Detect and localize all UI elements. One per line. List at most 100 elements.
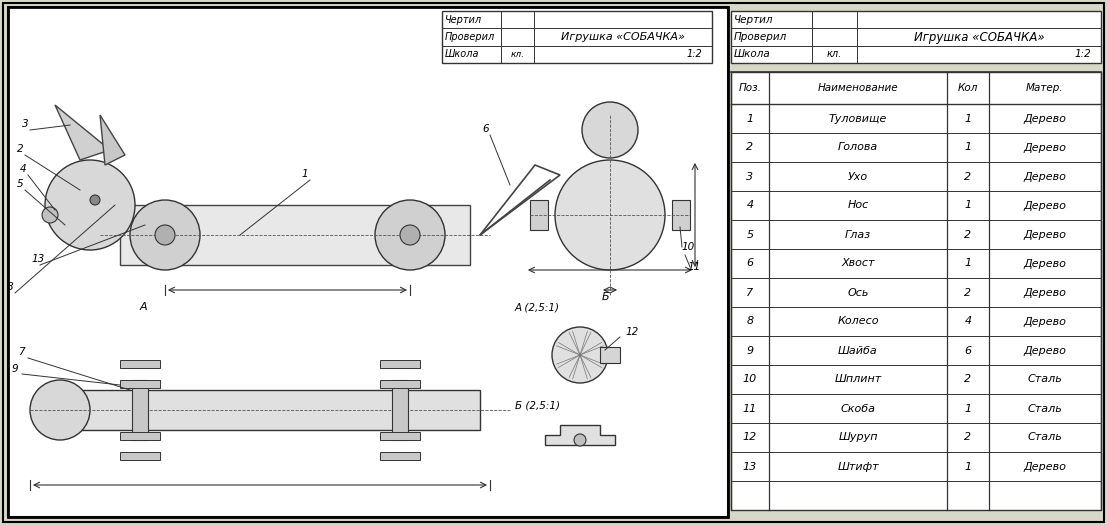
Bar xyxy=(120,452,161,460)
Text: 1: 1 xyxy=(746,113,754,123)
Text: 1: 1 xyxy=(964,404,972,414)
Text: 1:2: 1:2 xyxy=(686,49,702,59)
Bar xyxy=(442,11,712,63)
Text: 9: 9 xyxy=(12,364,19,374)
Bar xyxy=(380,452,420,460)
Text: 11: 11 xyxy=(687,262,701,272)
Circle shape xyxy=(552,327,608,383)
Circle shape xyxy=(42,207,58,223)
Text: Дерево: Дерево xyxy=(1024,288,1066,298)
Text: 1: 1 xyxy=(964,201,972,211)
Bar xyxy=(8,7,728,517)
Text: Дерево: Дерево xyxy=(1024,113,1066,123)
Text: 6: 6 xyxy=(482,124,488,134)
Bar xyxy=(120,432,161,440)
Bar xyxy=(380,432,420,440)
Text: 5: 5 xyxy=(17,179,23,189)
Text: Ухо: Ухо xyxy=(848,172,868,182)
Text: Шайба: Шайба xyxy=(838,345,878,355)
Circle shape xyxy=(582,102,638,158)
Text: Наименование: Наименование xyxy=(818,83,898,93)
Text: Дерево: Дерево xyxy=(1024,229,1066,239)
Text: Скоба: Скоба xyxy=(840,404,876,414)
Text: 1: 1 xyxy=(964,142,972,152)
Text: 11: 11 xyxy=(743,404,757,414)
Text: 4: 4 xyxy=(964,317,972,327)
Text: Игрушка «СОБАЧКА»: Игрушка «СОБАЧКА» xyxy=(913,30,1044,44)
Text: А: А xyxy=(139,302,147,312)
Text: 2: 2 xyxy=(964,433,972,443)
Circle shape xyxy=(155,225,175,245)
Text: Шплинт: Шплинт xyxy=(835,374,881,384)
Text: 12: 12 xyxy=(743,433,757,443)
Bar xyxy=(120,380,161,388)
Circle shape xyxy=(575,434,586,446)
Text: 2: 2 xyxy=(964,172,972,182)
Text: 7: 7 xyxy=(746,288,754,298)
Text: Кол: Кол xyxy=(958,83,979,93)
Text: 3: 3 xyxy=(746,172,754,182)
Circle shape xyxy=(555,160,665,270)
Text: Дерево: Дерево xyxy=(1024,258,1066,268)
Text: Нос: Нос xyxy=(847,201,869,211)
Bar xyxy=(672,200,690,230)
Circle shape xyxy=(45,160,135,250)
Polygon shape xyxy=(100,115,125,165)
Text: Проверил: Проверил xyxy=(445,32,495,42)
Bar xyxy=(380,360,420,368)
Text: Б (2,5:1): Б (2,5:1) xyxy=(515,400,560,410)
Text: Поз.: Поз. xyxy=(738,83,762,93)
Bar xyxy=(392,380,408,440)
Bar xyxy=(530,200,548,230)
Bar xyxy=(120,205,470,265)
Text: Дерево: Дерево xyxy=(1024,142,1066,153)
Text: Ось: Ось xyxy=(847,288,869,298)
Text: 13: 13 xyxy=(32,254,45,264)
Bar xyxy=(132,380,148,440)
Text: А (2,5:1): А (2,5:1) xyxy=(515,302,560,312)
Bar xyxy=(731,72,1101,510)
Text: Колесо: Колесо xyxy=(837,317,879,327)
Text: Чертил: Чертил xyxy=(445,15,483,25)
Text: Сталь: Сталь xyxy=(1027,404,1063,414)
Text: 2: 2 xyxy=(964,374,972,384)
Bar xyxy=(120,360,161,368)
Text: 2: 2 xyxy=(746,142,754,152)
Text: Туловище: Туловище xyxy=(829,113,887,123)
Text: Чертил: Чертил xyxy=(734,15,774,25)
Text: 1: 1 xyxy=(302,169,309,179)
Text: Глаз: Глаз xyxy=(845,229,871,239)
Text: 6: 6 xyxy=(964,345,972,355)
Text: 1: 1 xyxy=(964,461,972,471)
Circle shape xyxy=(30,380,90,440)
Text: 1: 1 xyxy=(964,258,972,268)
Text: 13: 13 xyxy=(743,461,757,471)
Text: Дерево: Дерево xyxy=(1024,201,1066,211)
Polygon shape xyxy=(545,425,615,445)
Text: Сталь: Сталь xyxy=(1027,433,1063,443)
Text: 9: 9 xyxy=(746,345,754,355)
Text: Дерево: Дерево xyxy=(1024,317,1066,327)
Text: Шуруп: Шуруп xyxy=(838,433,878,443)
Text: 3: 3 xyxy=(22,119,29,129)
Text: Б: Б xyxy=(602,292,610,302)
Text: 10: 10 xyxy=(743,374,757,384)
Text: Штифт: Штифт xyxy=(837,461,879,471)
Text: 4: 4 xyxy=(20,164,27,174)
Bar xyxy=(731,11,1101,63)
Text: Дерево: Дерево xyxy=(1024,172,1066,182)
Text: Дерево: Дерево xyxy=(1024,345,1066,355)
Bar xyxy=(8,7,728,517)
Text: Голова: Голова xyxy=(838,142,878,152)
Bar xyxy=(80,390,480,430)
Text: Хвост: Хвост xyxy=(841,258,875,268)
Text: 6: 6 xyxy=(746,258,754,268)
Text: Игрушка «СОБАЧКА»: Игрушка «СОБАЧКА» xyxy=(561,32,685,42)
Circle shape xyxy=(400,225,420,245)
Text: 4: 4 xyxy=(746,201,754,211)
Text: 7: 7 xyxy=(18,347,24,357)
Text: 2: 2 xyxy=(964,288,972,298)
Text: 10: 10 xyxy=(682,242,695,252)
Text: Проверил: Проверил xyxy=(734,32,787,42)
Bar xyxy=(600,347,620,363)
